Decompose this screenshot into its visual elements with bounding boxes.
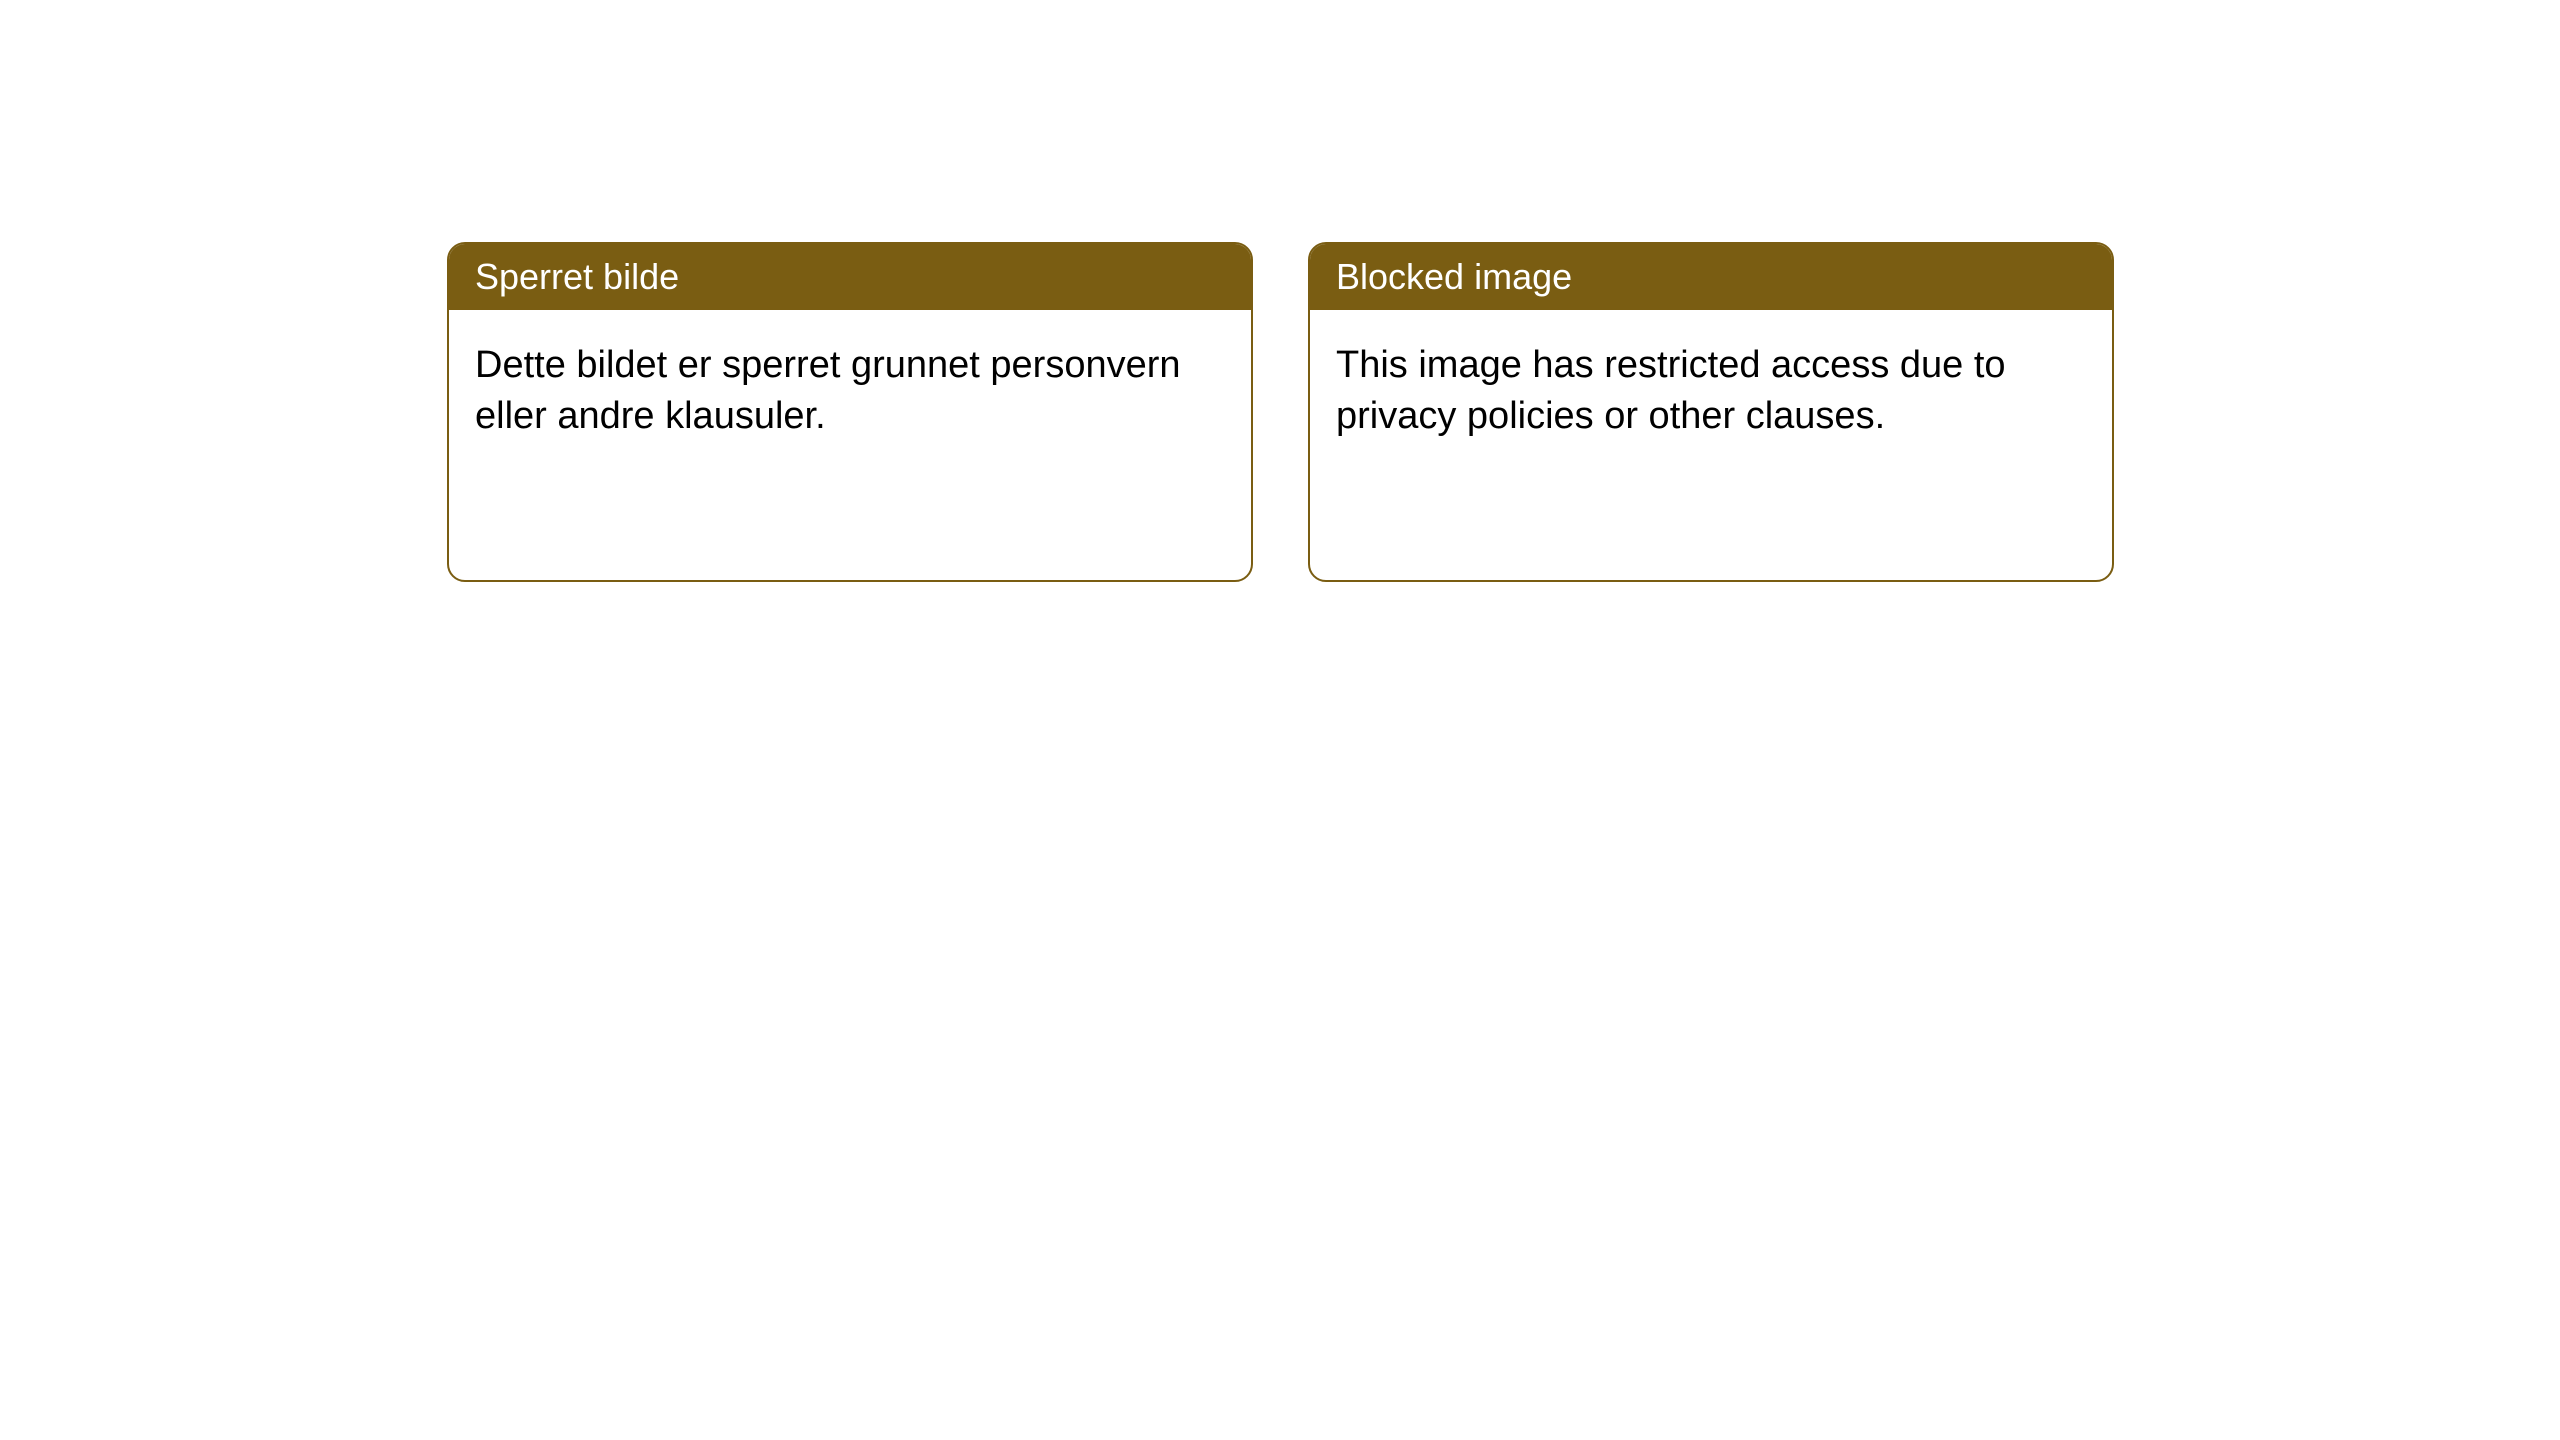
notice-container: Sperret bilde Dette bildet er sperret gr… xyxy=(0,0,2560,582)
notice-message: Dette bildet er sperret grunnet personve… xyxy=(475,344,1181,437)
notice-card-header: Blocked image xyxy=(1310,244,2112,310)
notice-title: Blocked image xyxy=(1336,256,1572,297)
notice-card-body: Dette bildet er sperret grunnet personve… xyxy=(449,310,1251,580)
notice-card-header: Sperret bilde xyxy=(449,244,1251,310)
notice-card-english: Blocked image This image has restricted … xyxy=(1308,242,2114,582)
notice-card-norwegian: Sperret bilde Dette bildet er sperret gr… xyxy=(447,242,1253,582)
notice-title: Sperret bilde xyxy=(475,256,679,297)
notice-card-body: This image has restricted access due to … xyxy=(1310,310,2112,580)
notice-message: This image has restricted access due to … xyxy=(1336,344,2006,437)
